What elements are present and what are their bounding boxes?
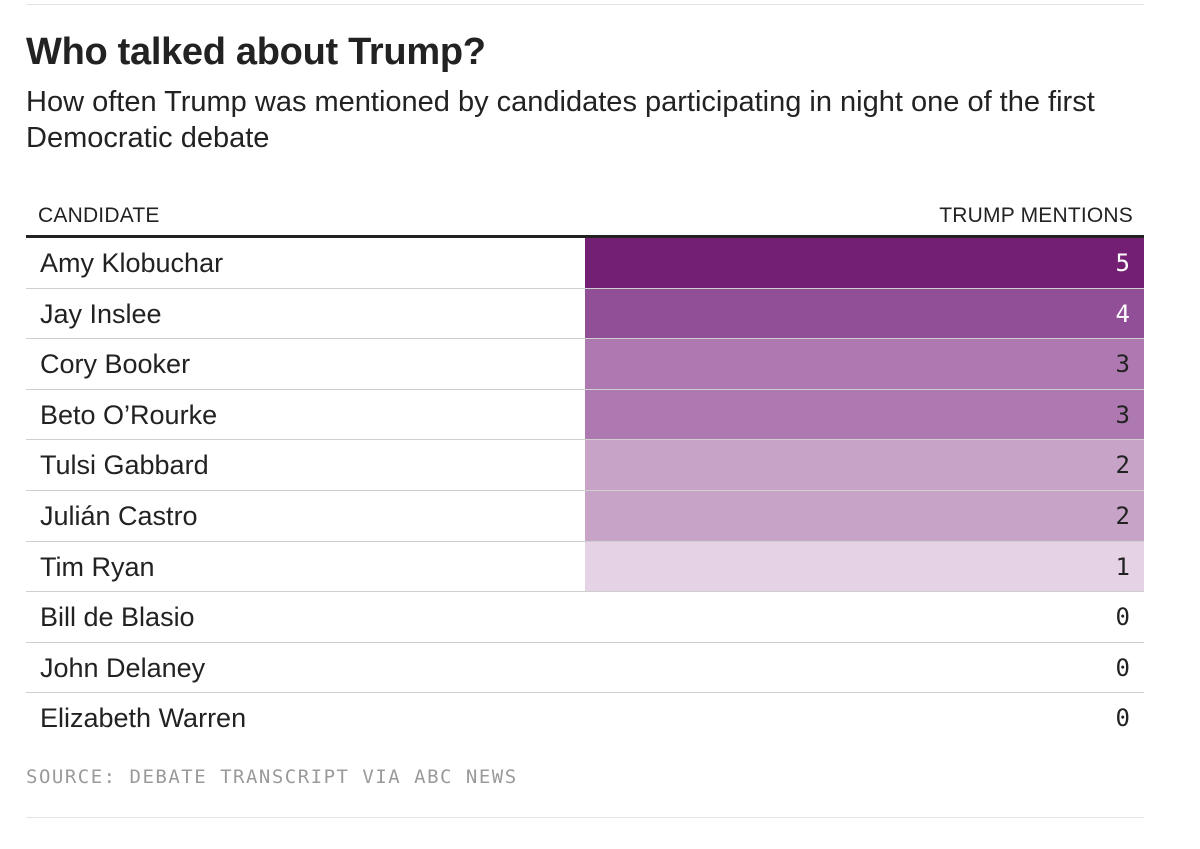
mentions-value: 3 bbox=[1115, 400, 1130, 429]
candidate-name: Beto O’Rourke bbox=[40, 399, 218, 430]
column-header-mentions: TRUMP MENTIONS bbox=[939, 204, 1133, 227]
table-row: Tim Ryan 1 bbox=[26, 541, 1144, 593]
table-row: Cory Booker 3 bbox=[26, 339, 1144, 390]
candidate-name: Elizabeth Warren bbox=[40, 703, 247, 734]
mentions-cell: 1 bbox=[585, 541, 1144, 592]
mentions-cell: 2 bbox=[585, 490, 1144, 541]
mentions-value: 0 bbox=[1115, 603, 1130, 632]
candidate-name: Cory Booker bbox=[40, 349, 191, 380]
table-header: CANDIDATE TRUMP MENTIONS bbox=[26, 196, 1144, 238]
mentions-table: CANDIDATE TRUMP MENTIONS Amy Klobuchar 5 J… bbox=[26, 196, 1144, 743]
mentions-value: 1 bbox=[1115, 552, 1130, 581]
mentions-value: 3 bbox=[1115, 350, 1130, 379]
top-divider bbox=[26, 4, 1144, 5]
mentions-cell: 0 bbox=[585, 642, 1144, 693]
column-header-candidate: CANDIDATE bbox=[38, 204, 160, 227]
table-row: Julián Castro 2 bbox=[26, 490, 1144, 542]
candidate-name: Tulsi Gabbard bbox=[40, 450, 209, 481]
mentions-cell: 3 bbox=[585, 339, 1144, 389]
bottom-divider bbox=[26, 817, 1144, 818]
source-note: SOURCE: DEBATE TRANSCRIPT VIA ABC NEWS bbox=[26, 766, 518, 788]
mentions-value: 2 bbox=[1115, 451, 1130, 480]
table-row: Tulsi Gabbard 2 bbox=[26, 440, 1144, 491]
mentions-cell: 4 bbox=[585, 288, 1144, 339]
candidate-name: John Delaney bbox=[40, 652, 206, 683]
table-row: Beto O’Rourke 3 bbox=[26, 389, 1144, 441]
mentions-cell: 5 bbox=[585, 238, 1144, 288]
mentions-value: 4 bbox=[1115, 299, 1130, 328]
mentions-cell: 0 bbox=[585, 592, 1144, 642]
chart-subtitle: How often Trump was mentioned by candida… bbox=[26, 86, 1095, 154]
mentions-value: 0 bbox=[1115, 704, 1130, 733]
candidate-name: Amy Klobuchar bbox=[40, 248, 224, 278]
mentions-cell: 0 bbox=[585, 693, 1144, 743]
chart-title: Who talked about Trump? bbox=[26, 31, 486, 73]
candidate-name: Jay Inslee bbox=[40, 298, 162, 329]
table-row: Jay Inslee 4 bbox=[26, 288, 1144, 340]
table-row: John Delaney 0 bbox=[26, 642, 1144, 694]
table-row: Amy Klobuchar 5 bbox=[26, 238, 1144, 289]
candidate-name: Bill de Blasio bbox=[40, 602, 195, 633]
table-row: Elizabeth Warren 0 bbox=[26, 693, 1144, 743]
mentions-value: 2 bbox=[1115, 501, 1130, 530]
mentions-cell: 3 bbox=[585, 389, 1144, 440]
mentions-value: 5 bbox=[1115, 249, 1130, 277]
mentions-value: 0 bbox=[1115, 653, 1130, 682]
candidate-name: Tim Ryan bbox=[40, 551, 155, 582]
table-row: Bill de Blasio 0 bbox=[26, 592, 1144, 643]
table-body: Amy Klobuchar 5 Jay Inslee 4 Cory Booker 3 Bet… bbox=[26, 238, 1144, 743]
candidate-name: Julián Castro bbox=[40, 500, 198, 531]
mentions-cell: 2 bbox=[585, 440, 1144, 490]
